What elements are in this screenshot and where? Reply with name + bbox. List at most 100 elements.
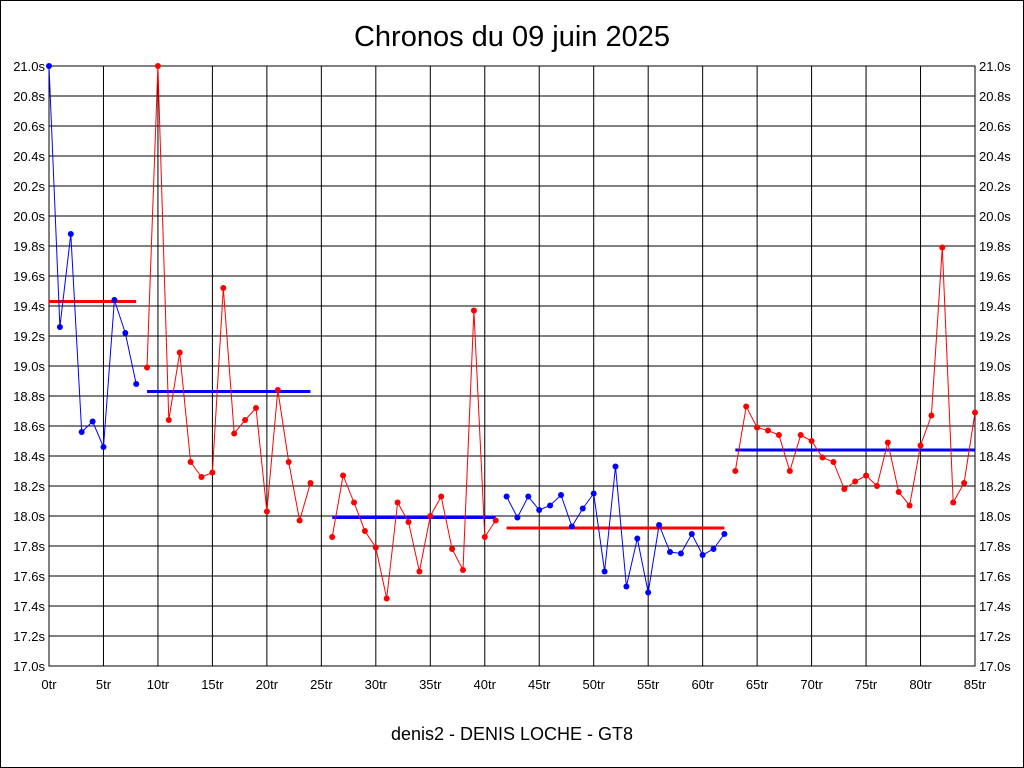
session-1-point — [46, 63, 52, 69]
session-2-point — [242, 417, 249, 423]
session-2-point — [253, 405, 259, 411]
x-tick-label: 40tr — [474, 677, 497, 692]
y-tick-label-right: 17.2s — [979, 629, 1011, 644]
y-tick-label-left: 19.6s — [13, 269, 45, 284]
session-4-point — [677, 550, 684, 557]
session-5-point — [961, 480, 968, 486]
x-tick-label: 5tr — [96, 677, 112, 692]
y-tick-label-right: 19.2s — [979, 329, 1011, 344]
session-4-point — [558, 492, 564, 498]
session-4-point — [656, 522, 663, 528]
session-5-point — [939, 244, 946, 251]
y-tick-label-left: 19.8s — [13, 239, 45, 254]
y-tick-label-left: 17.0s — [13, 659, 45, 674]
y-tick-label-right: 17.6s — [979, 569, 1011, 584]
session-4-point — [688, 531, 695, 537]
y-tick-label-right: 20.8s — [979, 89, 1011, 104]
session-5-point — [874, 483, 880, 489]
session-3-point — [449, 546, 456, 552]
session-2-point — [176, 349, 183, 356]
session-5-point — [917, 442, 924, 449]
session-5-point — [765, 427, 771, 434]
session-1-point — [122, 330, 129, 336]
y-tick-label-right: 20.2s — [979, 179, 1011, 194]
session-2-point — [296, 517, 303, 524]
session-5-point — [841, 486, 848, 492]
session-5-point — [830, 459, 837, 465]
chart-footer: denis2 - DENIS LOCHE - GT8 — [391, 724, 633, 744]
x-tick-label: 65tr — [746, 677, 769, 692]
y-tick-label-left: 18.2s — [13, 479, 45, 494]
x-tick-label: 20tr — [256, 677, 279, 692]
session-4-point — [721, 531, 728, 537]
x-tick-label: 60tr — [691, 677, 714, 692]
session-5-point — [863, 472, 870, 479]
session-3-point — [470, 307, 477, 314]
session-3-point — [383, 595, 390, 602]
y-tick-label-right: 18.0s — [979, 509, 1011, 524]
session-1-point — [111, 297, 118, 303]
session-1-point — [133, 381, 140, 387]
session-3-point — [394, 499, 401, 506]
y-tick-label-left: 20.4s — [13, 149, 45, 164]
y-tick-label-right: 18.4s — [979, 449, 1011, 464]
y-tick-label-left: 17.6s — [13, 569, 45, 584]
data-points — [46, 63, 978, 602]
session-5-point — [808, 438, 815, 444]
session-4-point — [590, 490, 597, 497]
y-tick-label-left: 20.8s — [13, 89, 45, 104]
series-lines — [48, 65, 976, 599]
session-5-point — [775, 432, 782, 438]
x-tick-label: 85tr — [964, 677, 987, 692]
y-tick-label-right: 20.4s — [979, 149, 1011, 164]
chart-title: Chronos du 09 juin 2025 — [354, 21, 670, 53]
session-2-point — [165, 417, 172, 423]
session-5-point — [743, 403, 750, 410]
x-tick-label: 80tr — [909, 677, 932, 692]
session-1-point — [78, 429, 85, 435]
session-5-point — [895, 489, 902, 495]
session-4-point — [699, 552, 706, 558]
session-3-point — [481, 534, 488, 540]
x-axis: 0tr 5tr 10tr 15tr 20tr 25tr 30tr 35tr 40tr 45tr 50… — [41, 677, 986, 692]
session-2-point — [209, 469, 216, 476]
x-tick-label: 45tr — [528, 677, 551, 692]
session-1-point — [100, 444, 107, 450]
x-tick-label: 75tr — [855, 677, 878, 692]
session-4-point — [601, 568, 608, 575]
grid — [48, 65, 976, 667]
session-2-point — [307, 480, 314, 486]
session-3-point — [460, 567, 466, 573]
session-1-point — [89, 418, 96, 425]
y-tick-label-left: 19.0s — [13, 359, 45, 374]
session-2-point — [144, 364, 150, 371]
plot-area — [48, 65, 976, 667]
session-1-line — [48, 65, 137, 448]
y-tick-label-left: 18.6s — [13, 419, 45, 434]
y-tick-label-left: 20.0s — [13, 209, 45, 224]
session-5-point — [852, 478, 859, 485]
session-2-line — [146, 65, 311, 521]
session-5-line — [734, 247, 976, 507]
y-tick-label-left: 20.6s — [13, 119, 45, 134]
session-2-point — [285, 459, 292, 465]
y-tick-label-right: 20.6s — [979, 119, 1011, 134]
session-4-point — [525, 493, 532, 500]
y-tick-label-right: 19.4s — [979, 299, 1011, 314]
session-4-point — [514, 514, 521, 521]
y-tick-label-right: 17.8s — [979, 539, 1011, 554]
y-tick-label-right: 18.6s — [979, 419, 1011, 434]
session-3-point — [351, 499, 357, 506]
session-4-point — [667, 549, 673, 555]
session-3-line — [331, 310, 497, 599]
session-5-point — [732, 468, 739, 474]
y-tick-label-left: 19.4s — [13, 299, 45, 314]
session-2-point — [231, 430, 238, 437]
x-tick-label: 15tr — [201, 677, 224, 692]
session-2-point — [220, 285, 227, 291]
session-1-point — [56, 324, 63, 330]
session-3-point — [416, 568, 423, 575]
session-5-point — [950, 499, 957, 506]
